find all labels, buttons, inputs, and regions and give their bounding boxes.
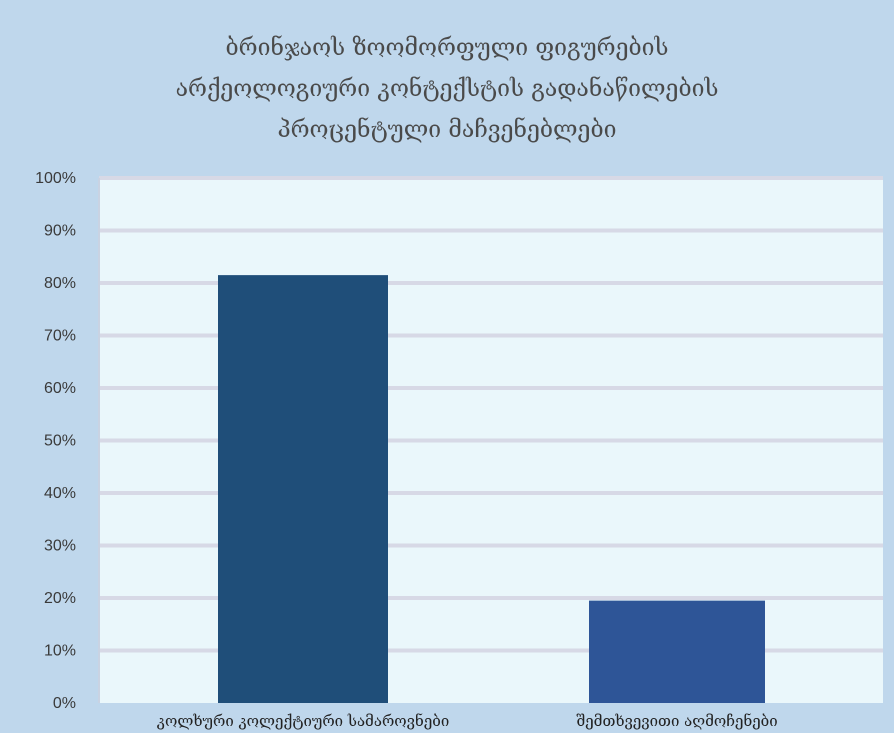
bar (589, 600, 765, 703)
bar (218, 275, 388, 703)
y-tick-label: 80% (44, 275, 76, 292)
y-tick-label: 20% (44, 590, 76, 607)
x-category-label: კოლხური კოლექტიური სამაროვნები (157, 712, 449, 730)
chart-title-line: არქეოლოგიური კონტექსტის გადანაწილების (175, 76, 719, 102)
y-tick-label: 40% (44, 485, 76, 502)
y-tick-label: 100% (35, 170, 76, 187)
y-tick-label: 50% (44, 433, 76, 450)
y-tick-label: 90% (44, 223, 76, 240)
y-tick-label: 0% (53, 695, 76, 712)
chart-title: ბრინჯაოს ზოომორფული ფიგურების არქეოლოგიუ… (60, 28, 834, 151)
y-tick-label: 70% (44, 328, 76, 345)
y-tick-label: 10% (44, 643, 76, 660)
y-tick-label: 60% (44, 380, 76, 397)
x-category-label: შემთხვევითი აღმოჩენები (576, 712, 777, 730)
chart-title-line: პროცენტული მაჩვენებლები (277, 117, 617, 143)
chart-title-line: ბრინჯაოს ზოომორფული ფიგურების (225, 35, 669, 61)
y-tick-label: 30% (44, 538, 76, 555)
